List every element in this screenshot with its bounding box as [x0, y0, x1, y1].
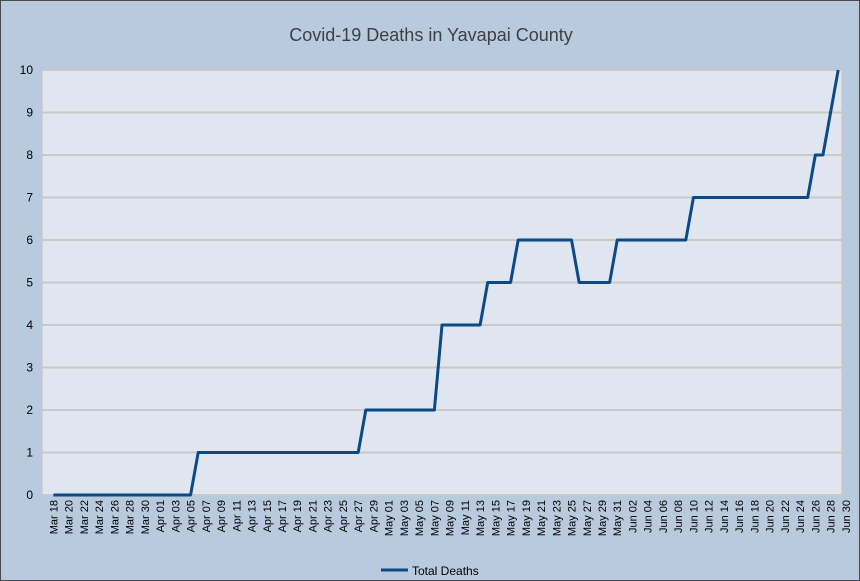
series-layer — [53, 69, 840, 497]
x-tick-label: Jun 24 — [795, 500, 807, 533]
x-tick-label: May 01 — [384, 500, 396, 536]
y-tick-label: 9 — [26, 106, 33, 120]
y-tick-label: 0 — [26, 488, 33, 502]
x-tick-label: Apr 03 — [170, 500, 182, 532]
x-tick-label: May 15 — [490, 500, 502, 536]
y-tick-label: 7 — [26, 191, 33, 205]
x-tick-label: Apr 19 — [292, 500, 304, 532]
x-tick-label: Jun 20 — [765, 500, 777, 533]
chart-title: Covid-19 Deaths in Yavapai County — [289, 25, 573, 45]
y-tick-label: 10 — [20, 63, 34, 77]
x-tick-label: Jun 16 — [734, 500, 746, 533]
x-tick-label: Apr 27 — [353, 500, 365, 532]
x-tick-label: Jun 12 — [704, 500, 716, 533]
x-tick-label: May 19 — [521, 500, 533, 536]
x-tick-label: Apr 13 — [247, 500, 259, 532]
x-tick-label: Apr 09 — [216, 500, 228, 532]
x-tick-label: Apr 01 — [155, 500, 167, 532]
x-tick-label: Mar 30 — [140, 500, 152, 534]
y-tick-label: 3 — [26, 361, 33, 375]
x-tick-label: May 21 — [536, 500, 548, 536]
x-tick-label: Jun 08 — [673, 500, 685, 533]
x-tick-label: May 13 — [475, 500, 487, 536]
x-tick-label: Apr 25 — [338, 500, 350, 532]
x-tick-label: Jun 04 — [643, 500, 655, 533]
x-tick-label: Jun 30 — [841, 500, 853, 533]
x-tick-label: Jun 26 — [810, 500, 822, 533]
x-tick-label: Apr 23 — [323, 500, 335, 532]
y-axis-ticks: 0 1 2 3 4 5 6 7 8 9 10 — [20, 63, 34, 502]
x-tick-label: Mar 18 — [48, 500, 60, 534]
x-tick-label: Apr 29 — [368, 500, 380, 532]
x-tick-label: May 09 — [445, 500, 457, 536]
x-tick-label: May 17 — [506, 500, 518, 536]
x-tick-label: May 27 — [582, 500, 594, 536]
y-tick-label: 4 — [26, 318, 33, 332]
x-tick-label: Apr 11 — [231, 500, 243, 532]
x-tick-label: May 05 — [414, 500, 426, 536]
x-tick-label: Mar 28 — [125, 500, 137, 534]
x-tick-label: May 31 — [612, 500, 624, 536]
y-tick-label: 2 — [26, 403, 33, 417]
x-tick-label: May 03 — [399, 500, 411, 536]
x-tick-label: Mar 22 — [79, 500, 91, 534]
y-tick-label: 1 — [26, 446, 33, 460]
x-tick-label: Mar 26 — [109, 500, 121, 534]
x-tick-label: May 07 — [429, 500, 441, 536]
x-tick-label: Apr 15 — [262, 500, 274, 532]
x-tick-label: Jun 06 — [658, 500, 670, 533]
x-tick-label: Jun 14 — [719, 500, 731, 533]
x-tick-label: May 23 — [551, 500, 563, 536]
x-tick-label: Apr 21 — [307, 500, 319, 532]
series-line-total-deaths — [53, 69, 840, 497]
x-tick-label: Jun 28 — [826, 500, 838, 533]
legend: Total Deaths — [381, 564, 479, 578]
y-tick-label: 8 — [26, 148, 33, 162]
x-tick-label: May 29 — [597, 500, 609, 536]
x-tick-label: Mar 20 — [64, 500, 76, 534]
x-tick-label: Jun 22 — [780, 500, 792, 533]
y-tick-label: 6 — [26, 233, 33, 247]
x-tick-label: May 11 — [460, 500, 472, 535]
x-tick-label: Jun 02 — [627, 500, 639, 533]
x-tick-label: Apr 05 — [186, 500, 198, 532]
x-tick-label: May 25 — [567, 500, 579, 536]
legend-label-total-deaths: Total Deaths — [412, 564, 479, 578]
x-tick-label: Apr 07 — [201, 500, 213, 532]
x-axis-ticks: Mar 18 Mar 20 Mar 22 Mar 24 Mar 26 Mar 28 Mar … — [48, 500, 852, 536]
y-tick-label: 5 — [26, 276, 33, 290]
x-tick-label: Jun 10 — [688, 500, 700, 533]
x-tick-label: Jun 18 — [749, 500, 761, 533]
x-tick-label: Apr 17 — [277, 500, 289, 532]
x-tick-label: Mar 24 — [94, 500, 106, 534]
